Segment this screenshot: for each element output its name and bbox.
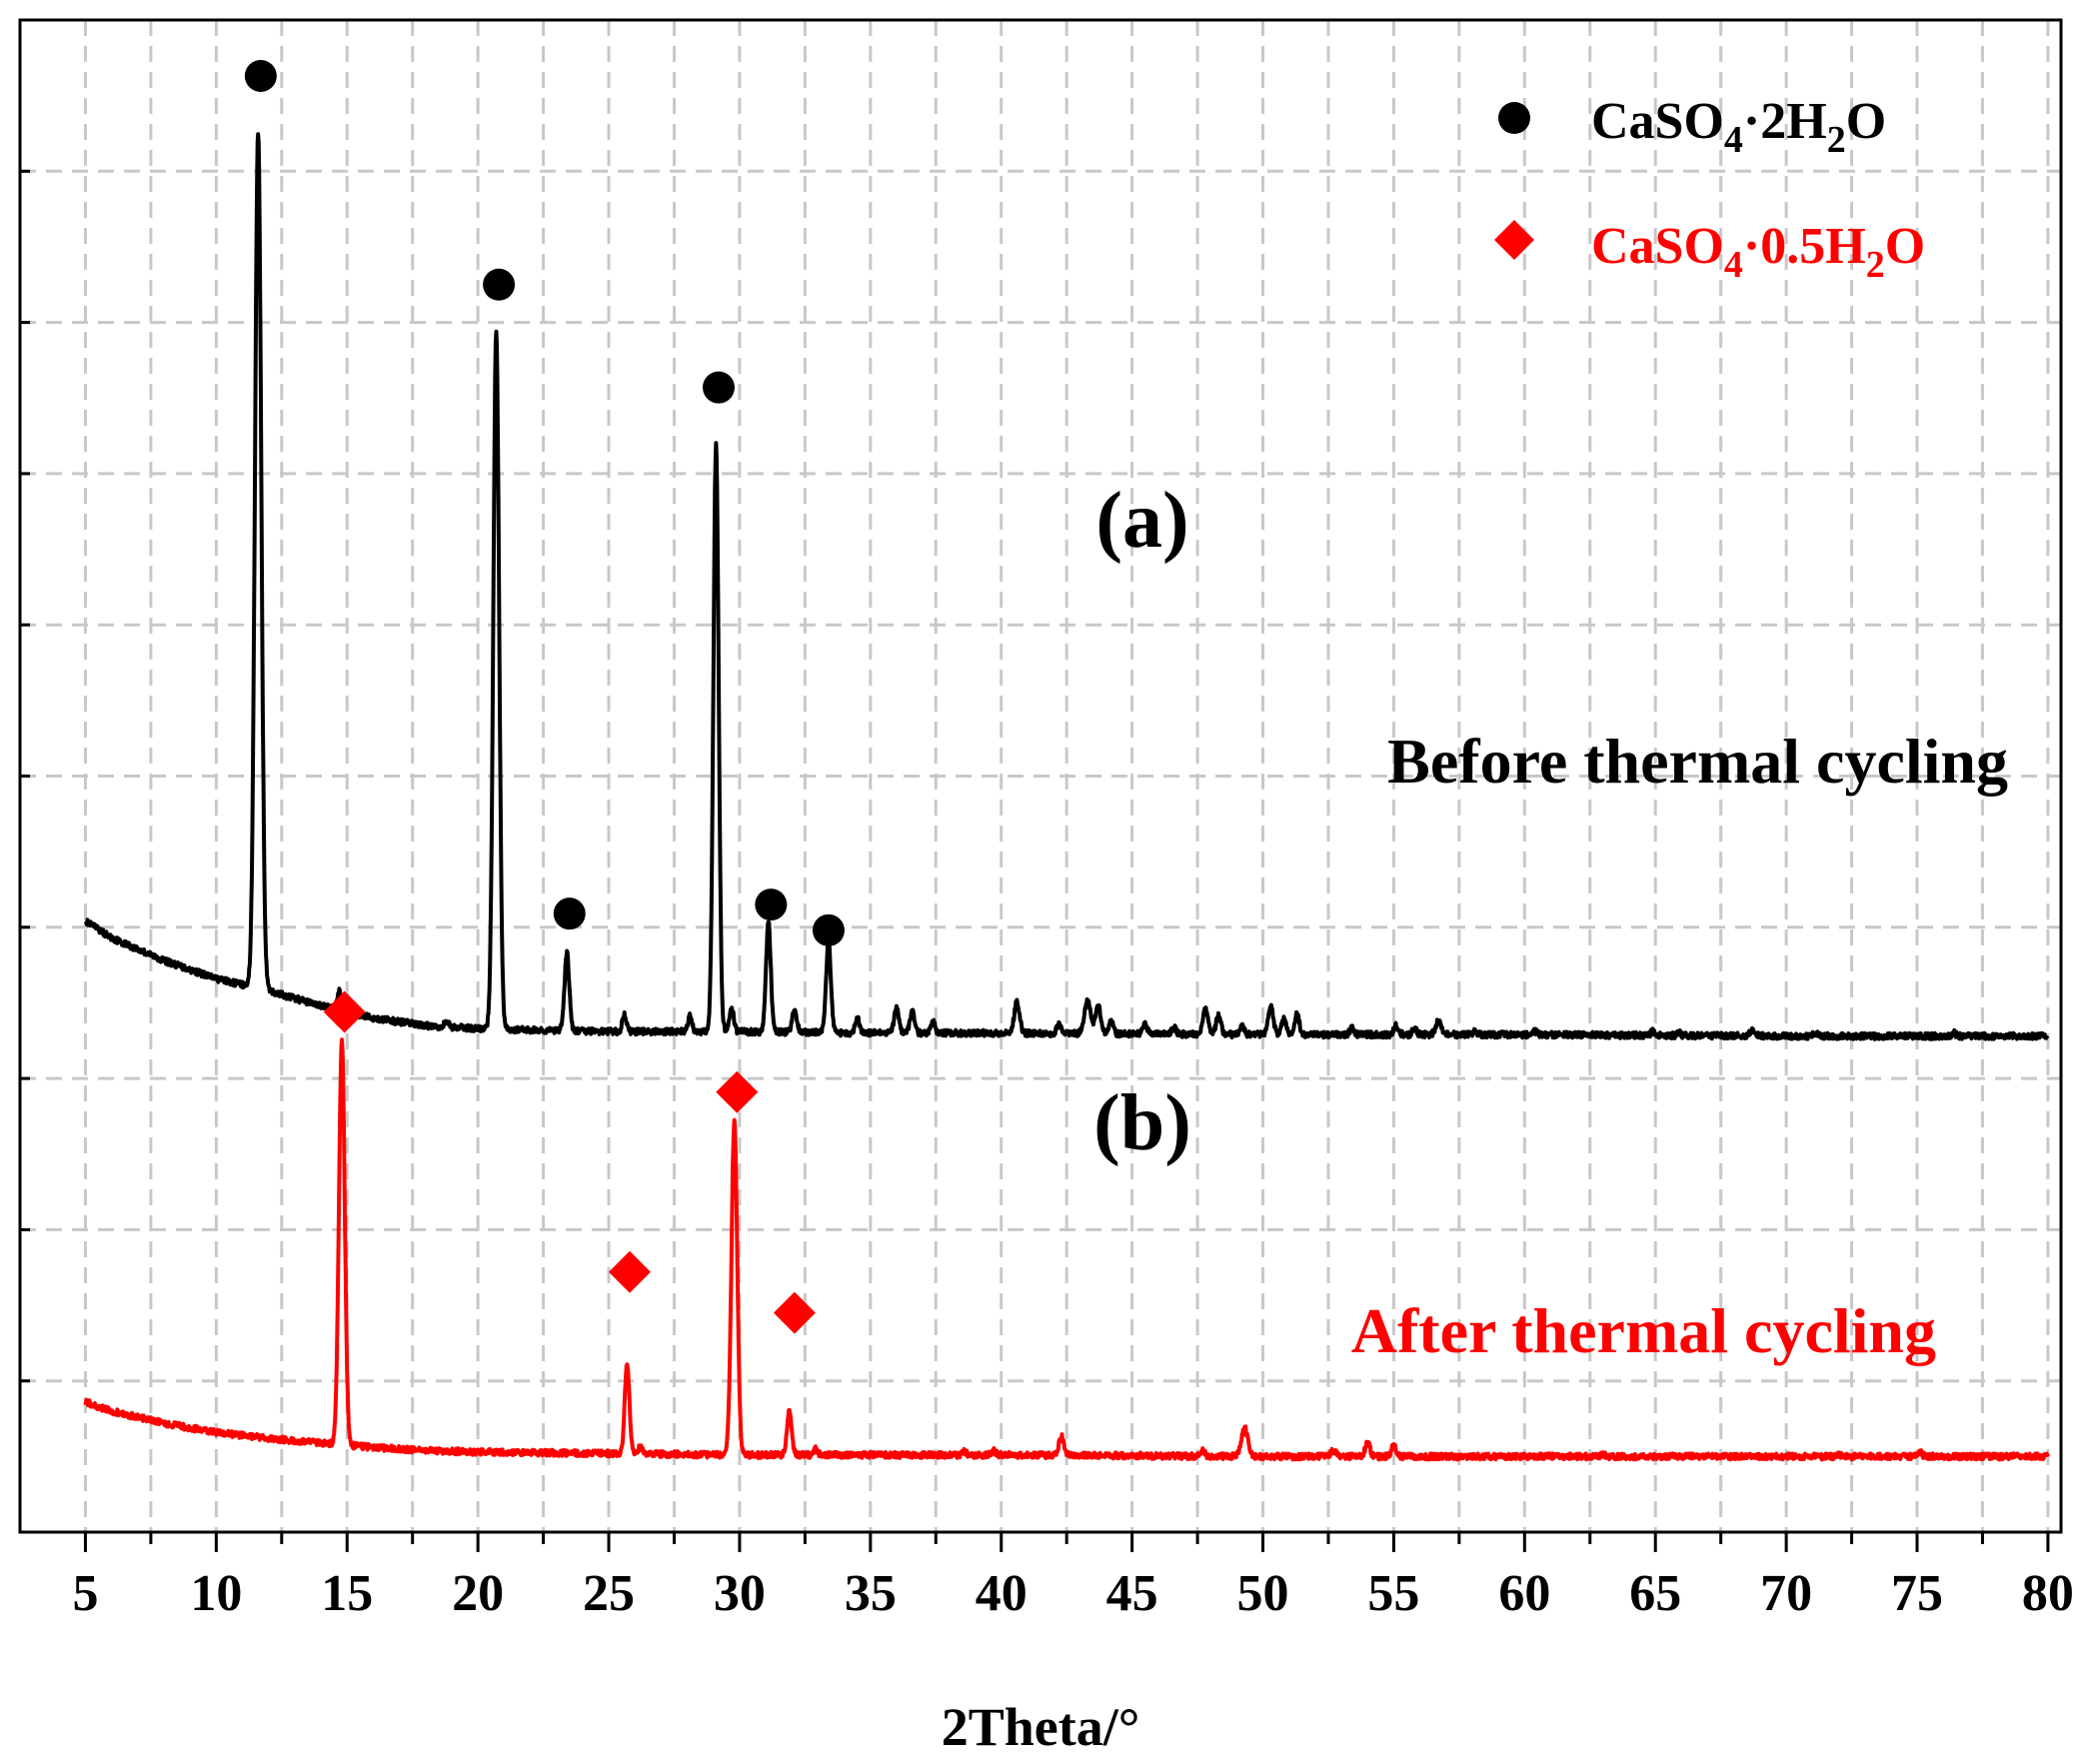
x-tick-label: 60 (1498, 1565, 1550, 1622)
legend-hemihydrate-sub1: 4 (1724, 244, 1743, 286)
peak-marker-hemihydrate (716, 1070, 759, 1113)
peak-marker-dihydrate (812, 913, 845, 946)
legend-hemihydrate-mid: ·0.5H (1743, 218, 1866, 275)
gridlines (20, 20, 2061, 1532)
panel-label-a: (a) (1095, 477, 1188, 565)
peak-marker-hemihydrate (608, 1250, 651, 1293)
legend-circle-marker (1498, 102, 1530, 134)
peak-marker-dihydrate (755, 888, 788, 921)
x-axis-label: 2Theta/° (942, 1697, 1140, 1757)
x-tick-label: 65 (1629, 1565, 1681, 1622)
legend-diamond-marker (1494, 220, 1534, 260)
x-tick-label: 40 (976, 1565, 1028, 1622)
peak-marker-dihydrate (244, 59, 277, 92)
series-line-a (83, 132, 2050, 1041)
series-label-after: After thermal cycling (1351, 1295, 1936, 1366)
x-tick-label: 75 (1891, 1565, 1943, 1622)
legend-entry-hemihydrate: CaSO4·0.5H2O (1591, 218, 1925, 286)
x-tick-label: 5 (72, 1565, 98, 1622)
x-tick-label: 30 (714, 1565, 766, 1622)
x-tick-label: 45 (1106, 1565, 1158, 1622)
legend-dihydrate-mid: ·2H (1743, 93, 1827, 150)
x-tick-label: 55 (1367, 1565, 1419, 1622)
peak-marker-hemihydrate (323, 990, 366, 1033)
peak-markers (244, 59, 845, 1334)
x-tick-label: 20 (452, 1565, 504, 1622)
x-tick-label: 50 (1237, 1565, 1289, 1622)
x-tick-label: 15 (321, 1565, 373, 1622)
x-tick-label: 35 (845, 1565, 897, 1622)
peak-marker-dihydrate (702, 371, 735, 404)
plot-frame (18, 18, 2063, 1534)
series-label-before: Before thermal cycling (1387, 726, 2008, 797)
legend-dihydrate-tail: O (1846, 93, 1886, 150)
legend-dihydrate-sub1: 4 (1724, 119, 1743, 161)
x-tick-label: 80 (2022, 1565, 2074, 1622)
x-tick-label: 25 (583, 1565, 635, 1622)
legend-hemihydrate-sub2: 2 (1866, 244, 1885, 286)
legend: CaSO4·2H2O CaSO4·0.5H2O (1494, 93, 1925, 286)
x-tick-label: 70 (1760, 1565, 1812, 1622)
legend-hemihydrate-tail: O (1885, 218, 1925, 275)
panel-label-b: (b) (1093, 1079, 1191, 1167)
legend-entry-dihydrate: CaSO4·2H2O (1591, 93, 1886, 161)
legend-dihydrate-sub2: 2 (1827, 119, 1846, 161)
series-line-b (83, 1037, 2050, 1462)
peak-marker-dihydrate (553, 897, 586, 930)
legend-dihydrate-base: CaSO (1591, 93, 1724, 150)
legend-hemihydrate-base: CaSO (1591, 218, 1724, 275)
peak-marker-dihydrate (483, 268, 516, 301)
peak-marker-hemihydrate (773, 1291, 816, 1334)
series-layer (83, 132, 2050, 1462)
x-tick-label: 10 (190, 1565, 242, 1622)
x-axis: 5 10 15 20 25 30 35 40 45 50 55 60 65 70 75 80 (72, 1532, 2074, 1622)
